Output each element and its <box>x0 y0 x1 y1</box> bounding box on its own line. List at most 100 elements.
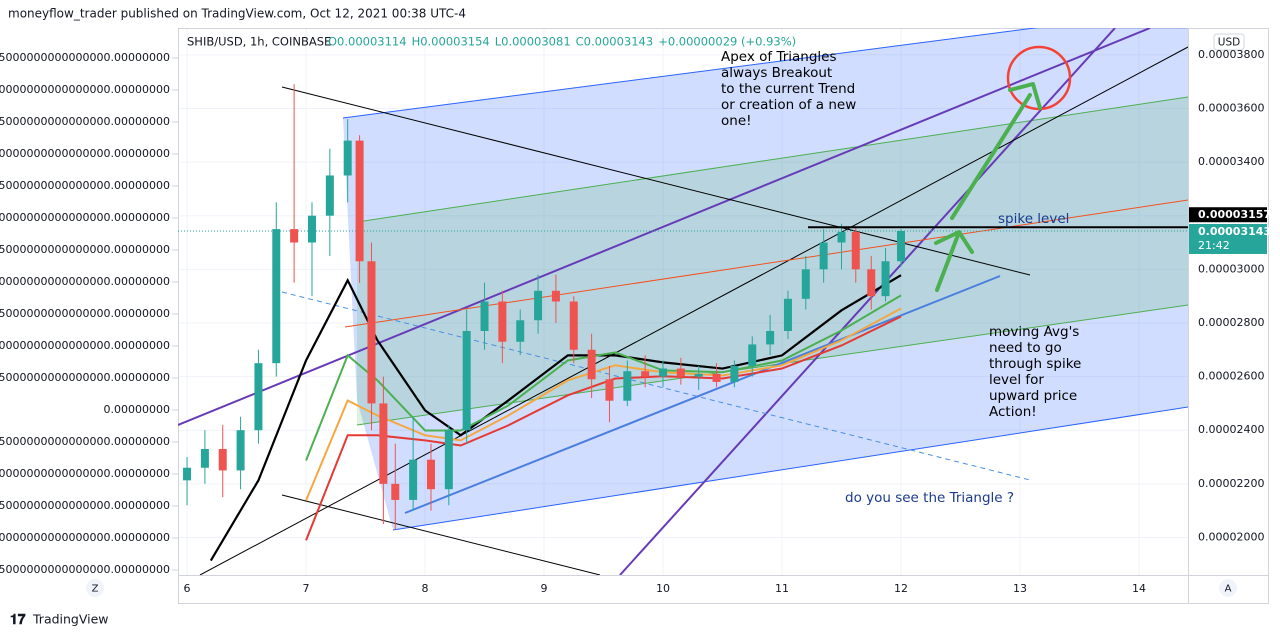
candle-body <box>409 459 418 500</box>
candle-body <box>819 242 828 270</box>
channel <box>343 28 1188 530</box>
candle-body <box>272 229 281 364</box>
x-tick-label: 14 <box>1132 582 1146 595</box>
candle-body <box>676 368 685 377</box>
candle-body <box>444 430 453 490</box>
y2-tick-label: 15000000000000000.00000000 <box>0 307 170 320</box>
y2-tick-label: 30000000000000000.00000000 <box>0 211 170 224</box>
y2-tick-label: 0.00000000 <box>104 403 170 416</box>
candle-body <box>200 448 209 468</box>
trend-line <box>281 291 1031 481</box>
moving-average <box>305 307 902 501</box>
candle-body <box>896 230 905 262</box>
y2-tick-label: -10000000000000000.00000000 <box>0 467 170 480</box>
candle-body <box>355 140 364 262</box>
ohlc-value: L0.00003081 <box>495 35 571 49</box>
candle-body <box>641 371 650 377</box>
footer-brand: TradingView <box>32 612 109 627</box>
candle-body <box>587 349 596 380</box>
note-line: one! <box>721 113 752 129</box>
y2-tick-label: -25000000000000000.00000000 <box>0 563 170 576</box>
scale-button-label[interactable]: A <box>1225 584 1232 595</box>
candle-body <box>712 373 721 382</box>
y2-tick-label: 25000000000000000.00000000 <box>0 243 170 256</box>
candle-body <box>766 330 775 345</box>
candle-body <box>325 175 334 216</box>
x-tick-label: 12 <box>894 582 908 595</box>
price-tag-label: 0.00003143 <box>1198 225 1271 238</box>
y2-tick-label: 50000000000000000.00000000 <box>0 83 170 96</box>
ohlc-value: H0.00003154 <box>412 35 490 49</box>
candle-body <box>379 403 388 484</box>
y-tick-label: 0.00003000 <box>1198 262 1264 275</box>
inner-top <box>356 96 1188 223</box>
y2-tick-label: 40000000000000000.00000000 <box>0 147 170 160</box>
spike-note: spike level <box>998 211 1069 227</box>
symbol: SHIB/USD, 1h, COINBASE <box>187 35 331 49</box>
candle-body <box>307 215 316 243</box>
inner-bottom <box>356 304 1188 426</box>
y2-tick-label: -20000000000000000.00000000 <box>0 531 170 544</box>
arrows <box>934 82 1042 292</box>
scale-button[interactable] <box>86 579 104 597</box>
candle-body <box>534 290 543 321</box>
y-tick-label: 0.00002600 <box>1198 370 1264 383</box>
y-tick-label: 0.00002000 <box>1198 530 1264 543</box>
x-tick-label: 10 <box>656 582 670 595</box>
candle-body <box>659 368 668 377</box>
arrow <box>950 93 1032 220</box>
trend-line <box>404 275 1001 514</box>
candle-body <box>730 365 739 382</box>
y2-tick-label: 45000000000000000.00000000 <box>0 115 170 128</box>
frame <box>178 28 1269 604</box>
y2-tick-label: 5000000000000000.00000000 <box>0 371 170 384</box>
currency: USD <box>1218 37 1240 49</box>
candle-body <box>551 290 560 302</box>
y-tick-label: 0.00002200 <box>1198 477 1264 490</box>
candle-body <box>569 301 578 350</box>
candle-body <box>183 467 192 481</box>
inner-channel <box>357 97 1188 425</box>
candle-body <box>605 379 614 401</box>
candle-body <box>218 448 227 471</box>
x-tick-label: 6 <box>184 582 191 595</box>
x-tick-label: 7 <box>303 582 310 595</box>
y-tick-label: 0.00003800 <box>1198 48 1264 61</box>
x-tick-label: 8 <box>422 582 429 595</box>
moving-average <box>305 315 902 541</box>
price-tag <box>1189 207 1267 223</box>
publish-info: moneyflow_trader published on TradingVie… <box>8 7 466 21</box>
trend-line <box>281 86 1031 276</box>
note-line: to the current Trend <box>721 81 855 97</box>
scale-button-label[interactable]: Z <box>92 584 99 595</box>
scale-button[interactable] <box>1219 579 1237 597</box>
candle-body <box>462 330 471 431</box>
candle-body <box>867 269 876 297</box>
note-line: or creation of a new <box>721 97 856 113</box>
x-tick-label: 9 <box>541 582 548 595</box>
candle-body <box>236 430 245 471</box>
x-tick-label: 11 <box>775 582 789 595</box>
arrow <box>935 233 960 292</box>
ohlc-value: +0.00000029 (+0.93%) <box>658 35 796 49</box>
y2-tick-label: -5000000000000000.00000000 <box>0 435 170 448</box>
series <box>178 84 1188 562</box>
candle-body <box>498 301 507 342</box>
y2-tick-label: 20000000000000000.00000000 <box>0 275 170 288</box>
candle-body <box>851 231 860 270</box>
y-tick-label: 0.00003600 <box>1198 101 1264 114</box>
price-tag-time: 21:42 <box>1198 239 1230 252</box>
trend-line <box>178 28 1151 426</box>
y2-tick-label: 55000000000000000.00000000 <box>0 51 170 64</box>
candle-body <box>783 298 792 331</box>
trend-line <box>281 494 601 575</box>
y-tick-label: 0.00003400 <box>1198 155 1264 168</box>
arrow-head <box>1008 82 1042 110</box>
note-line: need to go <box>989 340 1062 356</box>
x-tick-label: 13 <box>1013 582 1027 595</box>
currency-box <box>1213 33 1245 51</box>
candle-body <box>748 344 757 366</box>
